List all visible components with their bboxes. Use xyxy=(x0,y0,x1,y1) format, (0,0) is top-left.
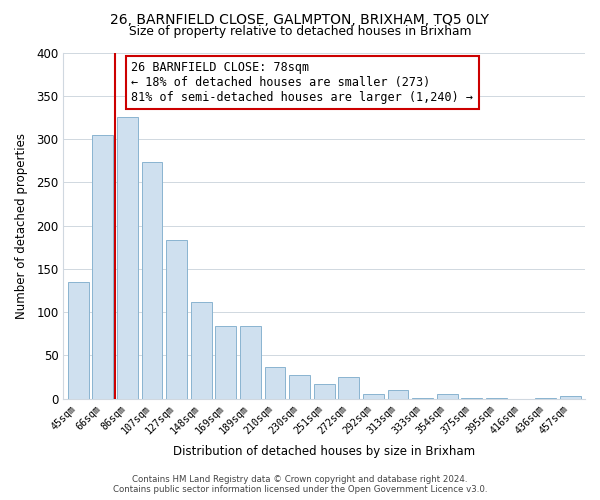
Bar xyxy=(486,398,507,399)
Bar xyxy=(166,240,187,399)
Bar xyxy=(314,384,335,399)
Bar xyxy=(92,134,113,399)
Y-axis label: Number of detached properties: Number of detached properties xyxy=(15,132,28,318)
Bar xyxy=(560,396,581,399)
Bar xyxy=(535,398,556,399)
Bar xyxy=(265,366,286,399)
Bar xyxy=(461,398,482,399)
Text: Size of property relative to detached houses in Brixham: Size of property relative to detached ho… xyxy=(129,25,471,38)
Bar xyxy=(240,326,261,399)
Text: 26 BARNFIELD CLOSE: 78sqm
← 18% of detached houses are smaller (273)
81% of semi: 26 BARNFIELD CLOSE: 78sqm ← 18% of detac… xyxy=(131,61,473,104)
Bar xyxy=(388,390,409,399)
Bar xyxy=(412,398,433,399)
Bar xyxy=(142,162,163,399)
Bar xyxy=(338,377,359,399)
Bar xyxy=(68,282,89,399)
Text: Contains HM Land Registry data © Crown copyright and database right 2024.
Contai: Contains HM Land Registry data © Crown c… xyxy=(113,474,487,494)
Bar xyxy=(437,394,458,399)
Bar xyxy=(289,376,310,399)
Bar xyxy=(117,118,138,399)
Text: 26, BARNFIELD CLOSE, GALMPTON, BRIXHAM, TQ5 0LY: 26, BARNFIELD CLOSE, GALMPTON, BRIXHAM, … xyxy=(110,12,490,26)
Bar xyxy=(215,326,236,399)
X-axis label: Distribution of detached houses by size in Brixham: Distribution of detached houses by size … xyxy=(173,444,475,458)
Bar xyxy=(363,394,384,399)
Bar xyxy=(191,302,212,399)
